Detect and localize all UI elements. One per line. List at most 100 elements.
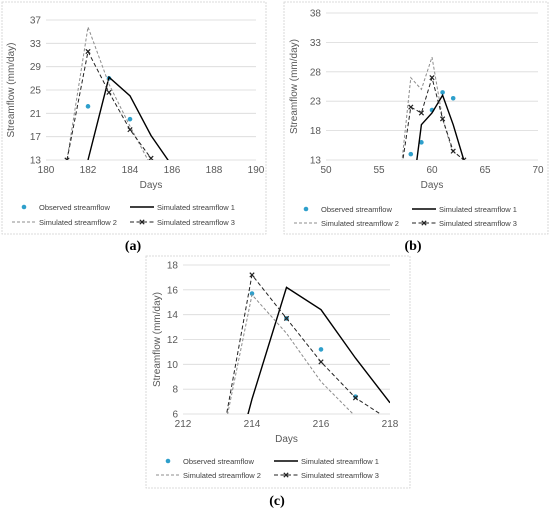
x-tick-label: 218 [382,419,399,430]
observed-point [318,347,324,352]
series-3-point [429,75,435,81]
series-sim3-line [226,273,382,414]
y-tick-label: 33 [310,38,322,49]
x-tick-label: 214 [244,419,261,430]
legend-label: Simulated streamflow 2 [183,471,261,480]
series-sim1-line [247,286,390,414]
series-3-point [66,157,70,160]
y-axis-title: Streamflow (mm/day) [152,292,163,387]
legend-label: Simulated streamflow 3 [157,218,235,227]
legend-item: Simulated streamflow 1 [274,457,379,466]
series-3-point [283,472,289,478]
series-sim1-line [87,75,169,160]
y-tick-label: 37 [30,16,42,27]
observed-point [440,90,445,95]
series-3-point [421,220,427,226]
series-3-point [85,48,91,55]
legend-label: Simulated streamflow 1 [157,203,235,212]
legend-item: Simulated streamflow 1 [130,203,235,212]
x-tick-label: 180 [38,165,55,176]
legend-item: Simulated streamflow 2 [156,471,261,480]
panel-c-chart: 6 8 10 12 14 16 18 212 214 216 218 Days Streamflow (… [152,261,399,481]
panel-a-chart: 13 17 21 25 29 33 37 180 182 184 186 188 190 Days Stre… [6,16,265,228]
legend-label: Simulated streamflow 1 [439,205,517,214]
series-3-point [249,272,255,278]
x-tick-label: 65 [479,165,491,176]
panel-b-frame [283,1,549,235]
x-axis-title: Days [140,180,163,191]
y-tick-label: 8 [172,385,178,396]
legend-label: Observed streamflow [183,457,254,466]
series-3-point [139,219,145,225]
legend-label: Simulated streamflow 3 [301,471,379,480]
legend-item: Simulated streamflow 3 [130,218,235,227]
x-tick-label: 50 [320,165,332,176]
series-3-point [318,359,324,365]
y-tick-label: 17 [30,132,42,143]
y-tick-label: 21 [30,109,42,120]
observed-point [249,291,255,296]
series-3-point [418,110,425,116]
legend-swatch [21,204,27,210]
series-3-point [106,89,112,95]
y-tick-label: 33 [30,39,42,50]
series-3-point [408,104,414,110]
panel-label-a: (a) [125,239,142,254]
x-tick-label: 184 [122,165,139,176]
y-tick-label: 18 [310,126,322,137]
panel-b-chart: 13 18 23 28 33 38 50 55 60 65 70 Days Streamflow (mm… [289,9,544,229]
plot-area [64,25,169,160]
plot-area [226,272,390,414]
x-tick-label: 216 [313,419,330,430]
series-sim1-line [416,93,465,160]
x-tick-label: 186 [164,165,181,176]
series-3-point [148,155,154,160]
y-tick-label: 38 [310,9,322,20]
x-tick-label: 60 [426,165,438,176]
plot-area [401,56,467,160]
legend-item: Observed streamflow [165,457,254,466]
y-tick-label: 14 [167,310,179,321]
y-tick-label: 18 [167,261,179,272]
legend: Observed streamflow Simulated streamflow … [294,205,517,228]
series-3-point [127,127,133,133]
legend-label: Observed streamflow [39,203,110,212]
y-tick-label: 12 [167,335,179,346]
series-3-point [461,157,465,160]
legend-label: Simulated streamflow 3 [439,219,517,228]
observed-point [450,95,456,101]
panel-a-frame [1,1,267,235]
legend-item: Simulated streamflow 3 [274,471,379,480]
x-tick-label: 190 [248,165,265,176]
x-tick-label: 182 [80,165,97,176]
series-3-point [462,157,467,160]
legend: Observed streamflow Simulated streamflow … [156,457,379,480]
observed-point [127,116,133,122]
y-tick-label: 6 [172,410,178,421]
y-axis-title: Streamflow (mm/day) [6,42,17,137]
y-tick-label: 29 [30,62,42,73]
y-tick-label: 16 [167,285,179,296]
x-tick-label: 212 [175,419,192,430]
legend-label: Simulated streamflow 2 [321,219,399,228]
panel-label-c: (c) [269,494,285,509]
x-tick-label: 55 [373,165,385,176]
series-3-point [439,116,446,122]
x-tick-label: 188 [206,165,223,176]
panel-label-b: (b) [404,239,421,254]
legend-label: Observed streamflow [321,205,392,214]
y-tick-label: 10 [167,360,179,371]
series-3-point [352,395,359,401]
x-axis-title: Days [275,434,298,445]
panel-c-frame [145,255,411,489]
observed-point [408,151,414,157]
x-axis-title: Days [421,180,444,191]
legend-item: Observed streamflow [303,205,392,214]
legend-label: Simulated streamflow 1 [301,457,379,466]
observed-point [353,394,358,399]
observed-point [419,140,424,145]
legend-swatch [303,206,309,212]
y-tick-label: 13 [310,156,322,167]
legend-item: Observed streamflow [21,203,110,212]
